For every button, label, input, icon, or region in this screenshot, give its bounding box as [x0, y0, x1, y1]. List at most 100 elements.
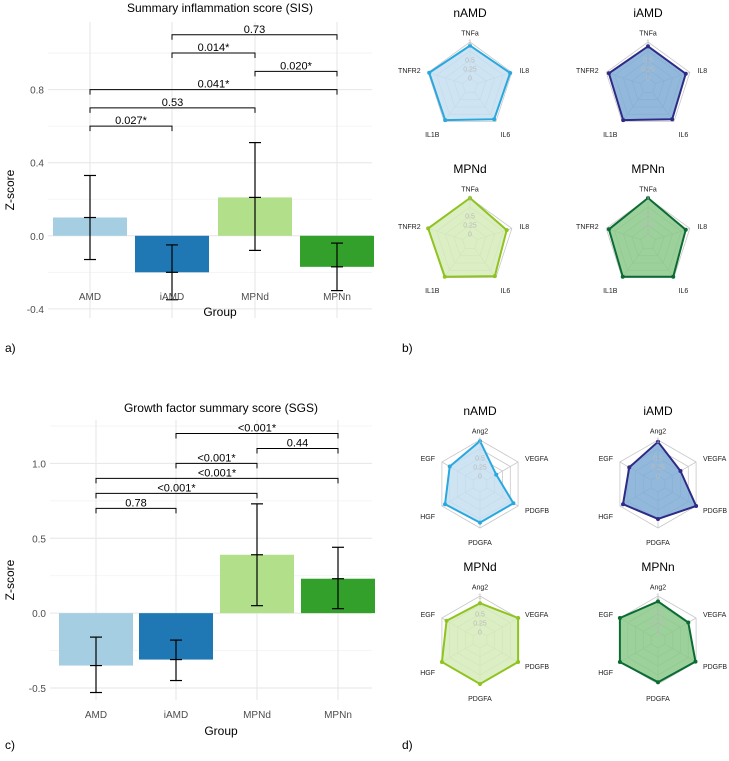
radar-scale-label: 1	[468, 40, 472, 47]
radar-point	[646, 196, 650, 200]
radar-point	[478, 682, 482, 686]
radar-point	[439, 660, 444, 664]
radar-title: iAMD	[643, 404, 673, 418]
significance-bracket	[171, 34, 338, 40]
y-tick-label: -0.4	[27, 305, 45, 316]
x-tick-label: AMD	[85, 710, 107, 721]
radar-scale-label: 0	[468, 76, 472, 83]
radar-point	[656, 680, 660, 685]
radar-axis-label: IL1B	[425, 132, 440, 139]
x-tick-label: MPNd	[241, 292, 269, 303]
radar-scale-label: 1	[478, 438, 482, 445]
radar-scale-label: 0.25	[463, 67, 477, 74]
radar-point	[656, 599, 660, 604]
radar-axis-label: PDGFA	[468, 696, 492, 703]
radar-scale-label: 1	[656, 438, 660, 445]
x-axis-label: Group	[203, 305, 237, 319]
radar-scale-label: 0	[478, 474, 482, 481]
radar-scale-label: 0.5	[653, 456, 663, 463]
radar-point	[511, 501, 516, 506]
x-tick-label: AMD	[79, 292, 101, 303]
significance-bracket	[171, 52, 256, 59]
panel-label-b: b)	[402, 341, 413, 355]
radar-axis-label: VEGFA	[703, 612, 727, 619]
p-value-label: 0.53	[162, 97, 183, 109]
radar-point	[617, 660, 622, 664]
radar-title: MPNn	[631, 162, 664, 176]
x-tick-label: iAMD	[160, 292, 184, 303]
radar-axis-label: TNFR2	[576, 68, 599, 75]
radar-axis-label: IL8	[697, 68, 707, 75]
radar-point	[468, 43, 472, 48]
radar-axis-label: TNFa	[461, 187, 479, 194]
radar-point	[478, 439, 482, 444]
significance-bracket	[89, 89, 338, 95]
radar-point	[443, 118, 448, 123]
radar-scale-label: 0.25	[651, 621, 665, 628]
radar-point	[504, 228, 509, 233]
p-value-label: <0.001*	[157, 482, 196, 494]
radar-axis-label: IL8	[519, 224, 529, 231]
radar-scale-label: 0.5	[653, 612, 663, 619]
x-tick-label: MPNd	[243, 710, 271, 721]
significance-bracket	[175, 432, 339, 439]
p-value-label: 0.027*	[115, 115, 148, 127]
y-tick-label: 0.5	[32, 534, 46, 545]
radar-axis-label: IL1B	[425, 288, 440, 295]
radar-axis-label: VEGFA	[525, 612, 549, 619]
radar-grid-ring	[427, 41, 513, 122]
radar-axis-label: IL6	[679, 132, 689, 139]
radar-point	[478, 520, 482, 525]
radar-scale-label: 0	[646, 76, 650, 83]
radar-axis-label: PDGFA	[468, 540, 492, 547]
p-value-label: 0.041*	[198, 79, 231, 91]
radar-axis-label: Ang2	[650, 429, 666, 436]
radar-area-iAMD	[607, 45, 687, 122]
radar-point	[670, 117, 675, 122]
radar-axis-label: TNFR2	[398, 224, 421, 231]
radar-axis-label: IL6	[679, 288, 689, 295]
radar-axis-label: VEGFA	[703, 456, 727, 463]
radar-point	[426, 226, 431, 231]
radar-point	[683, 227, 688, 232]
radar-axis-label: Ang2	[472, 585, 488, 592]
radar-axis-label: IL1B	[603, 132, 618, 139]
p-value-label: 0.78	[125, 497, 146, 509]
radar-scale-label: 0.25	[641, 67, 655, 74]
significance-bracket	[254, 70, 338, 77]
chart-title: Growth factor summary score (SGS)	[124, 401, 318, 415]
radar-point	[620, 274, 625, 279]
p-value-label: <0.001*	[198, 467, 237, 479]
radar-scale-label: 0	[646, 232, 650, 239]
radar-axis-label: TNFR2	[576, 224, 599, 231]
radar-scale-label: 1	[646, 40, 650, 47]
radar-axis-label: PDGFA	[646, 696, 670, 703]
radar-area-MPNn	[607, 196, 687, 278]
radar-point	[516, 660, 521, 664]
radar-point	[427, 70, 432, 75]
radar-axis-label: EGF	[599, 456, 613, 463]
radar-axis-label: EGF	[599, 612, 613, 619]
radar-title: MPNn	[641, 560, 674, 574]
radar-scale-label: 0	[656, 630, 660, 637]
radar-axis-label: TNFa	[461, 31, 479, 38]
radar-axis-label: HGF	[598, 670, 613, 677]
radar-scale-label: 0.5	[475, 612, 485, 619]
radar-axis-label: Ang2	[472, 429, 488, 436]
panel-label-d: d)	[402, 738, 413, 752]
radar-point	[478, 601, 482, 606]
radar-point	[694, 504, 699, 508]
radar-point	[492, 117, 497, 122]
radar-point	[606, 227, 611, 232]
radar-scale-label: 0	[656, 474, 660, 481]
radar-scale-label: 1	[478, 594, 482, 601]
radar-point	[627, 465, 632, 470]
radar-axis-label: IL8	[519, 68, 529, 75]
radar-point	[468, 196, 472, 200]
radar-point	[656, 516, 660, 521]
radar-point	[671, 274, 676, 279]
radar-area-nAMD	[427, 44, 512, 122]
radar-title: nAMD	[453, 6, 487, 20]
radar-scale-label: 0	[478, 630, 482, 637]
